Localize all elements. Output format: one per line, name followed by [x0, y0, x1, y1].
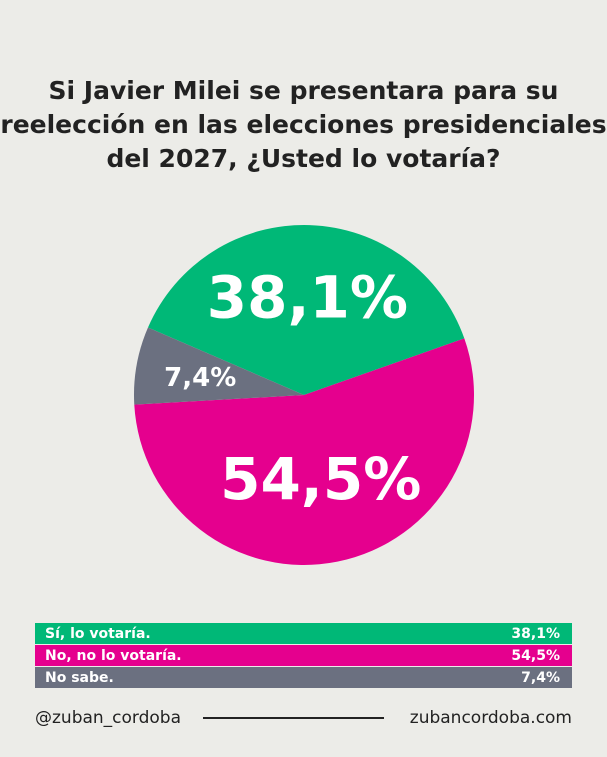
footer: @zuban_cordoba zubancordoba.com: [35, 708, 572, 728]
slice-label: 38,1%: [207, 263, 408, 331]
legend: Sí, lo votaría. 38,1% No, no lo votaría. 54…: [35, 623, 572, 689]
legend-label: Sí, lo votaría.: [45, 625, 151, 642]
footer-divider: [203, 717, 384, 719]
slice-label: 7,4%: [164, 363, 236, 393]
pie-slice: [134, 327, 304, 405]
website-link[interactable]: zubancordoba.com: [409, 708, 572, 728]
legend-value: 54,5%: [511, 647, 560, 664]
pie-slice: [147, 225, 465, 395]
legend-value: 7,4%: [521, 669, 560, 686]
social-handle: @zuban_cordoba: [35, 708, 182, 728]
pie-slice: [134, 338, 475, 566]
slice-label: 54,5%: [220, 445, 421, 513]
legend-row: No, no lo votaría. 54,5%: [35, 645, 572, 666]
legend-row: No sabe. 7,4%: [35, 667, 572, 688]
legend-row: Sí, lo votaría. 38,1%: [35, 623, 572, 644]
legend-label: No, no lo votaría.: [45, 647, 182, 664]
legend-label: No sabe.: [45, 669, 114, 686]
legend-value: 38,1%: [511, 625, 560, 642]
chart-title: Si Javier Milei se presentara para su re…: [0, 76, 607, 173]
pie-chart: 38,1% 54,5% 7,4%: [134, 225, 475, 566]
